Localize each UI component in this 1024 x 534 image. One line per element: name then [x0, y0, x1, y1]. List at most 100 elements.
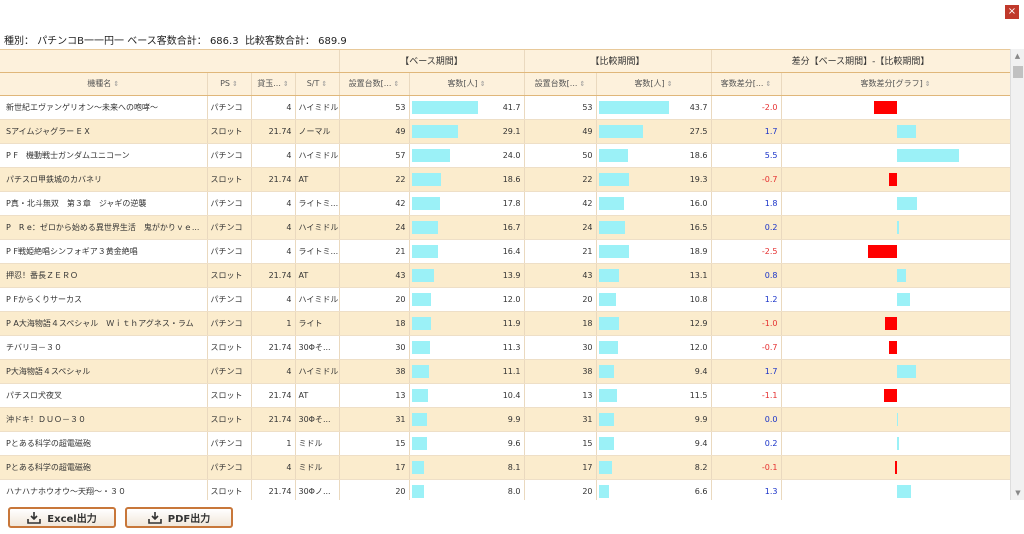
- cell-diff-graph: [781, 311, 1010, 336]
- customer-bar: [598, 100, 669, 114]
- cell-st: ハイミドル: [295, 287, 340, 312]
- cell-cmp-units: 21: [524, 239, 597, 264]
- customer-value: 9.4: [694, 438, 708, 448]
- customer-value: 24.0: [502, 150, 521, 160]
- cell-diff-graph: [781, 479, 1010, 500]
- cell-base-customers: 17.8: [409, 191, 525, 216]
- diff-bar: [896, 124, 916, 138]
- col-header-rate[interactable]: 貸玉... ⇕: [251, 72, 296, 96]
- cell-rate: 21.74: [251, 407, 296, 432]
- table-row[interactable]: P A大海物語４スペシャル Ｗｉｔｈアグネス・ラム パチンコ 1 ライト 18 11.9 1…: [0, 311, 1010, 336]
- table-row[interactable]: 新世紀エヴァンゲリオン～未来への咆哮～ パチンコ 4 ハイミドル 53 41.7 53 43.…: [0, 95, 1010, 120]
- cell-base-customers: 24.0: [409, 143, 525, 168]
- cell-cmp-units: 13: [524, 383, 597, 408]
- cell-rate: 21.74: [251, 335, 296, 360]
- cell-ps: パチンコ: [207, 191, 252, 216]
- customer-bar: [598, 196, 625, 210]
- base-total-label: ベース客数合計：: [127, 36, 207, 47]
- cell-diff-graph: [781, 167, 1010, 192]
- customer-bar: [411, 484, 425, 498]
- cell-base-units: 17: [339, 455, 410, 480]
- col-header-base-units[interactable]: 設置台数[... ⇕: [339, 72, 410, 96]
- scroll-down-icon[interactable]: ▼: [1015, 489, 1021, 497]
- cell-machine-name: 新世紀エヴァンゲリオン～未来への咆哮～: [0, 95, 208, 120]
- col-header-cmp-customers[interactable]: 客数[人] ⇕: [596, 72, 712, 96]
- sort-icon: ⇕: [579, 80, 586, 88]
- cell-st: ノーマル: [295, 119, 340, 144]
- col-header-ps[interactable]: PS ⇕: [207, 72, 252, 96]
- cell-diff: -1.0: [711, 311, 782, 336]
- table-row[interactable]: P真・北斗無双 第３章 ジャギの逆襲 パチンコ 4 ライトミ... 42 17.8 42 16…: [0, 191, 1010, 216]
- customer-value: 9.6: [507, 438, 521, 448]
- table-row[interactable]: 押忍！番長ＺＥＲＯ スロット 21.74 AT 43 13.9 43 13.1 0.8: [0, 263, 1010, 288]
- close-button[interactable]: ×: [1005, 5, 1019, 19]
- table-row[interactable]: P F戦姫絶唱シンフォギア３黄金絶唱 パチンコ 4 ライトミ... 21 16.4 21 18…: [0, 239, 1010, 264]
- cell-cmp-customers: 16.0: [596, 191, 712, 216]
- excel-export-button[interactable]: Excel出力: [8, 507, 116, 528]
- table-row[interactable]: Pとある科学の超電磁砲 パチンコ 1 ミドル 15 9.6 15 9.4 0.2: [0, 431, 1010, 456]
- col-header-diff[interactable]: 客数差分[... ⇕: [711, 72, 782, 96]
- diff-bar: [896, 268, 906, 282]
- cell-cmp-customers: 9.4: [596, 359, 712, 384]
- cell-rate: 21.74: [251, 383, 296, 408]
- pdf-export-button[interactable]: PDF出力: [125, 507, 233, 528]
- col-header-cmp-units[interactable]: 設置台数[... ⇕: [524, 72, 597, 96]
- customer-value: 19.3: [689, 174, 708, 184]
- cell-cmp-customers: 6.6: [596, 479, 712, 500]
- table-row[interactable]: 沖ドキ！ＤＵＯ－３０ スロット 21.74 30Φそ... 31 9.9 31 9.9 0.0: [0, 407, 1010, 432]
- customer-bar: [411, 388, 429, 402]
- cell-st: ライト: [295, 311, 340, 336]
- cell-st: 30Φそ...: [295, 407, 340, 432]
- cell-base-customers: 41.7: [409, 95, 525, 120]
- customer-bar: [598, 244, 629, 258]
- col-header-diff-graph[interactable]: 客数差分[グラフ] ⇕: [781, 72, 1010, 96]
- cell-ps: パチンコ: [207, 455, 252, 480]
- cell-rate: 4: [251, 359, 296, 384]
- customer-value: 18.6: [502, 174, 521, 184]
- table-row[interactable]: ハナハナホウオウ～天翔～・３０ スロット 21.74 30Φノ... 20 8.0 20 6.…: [0, 479, 1010, 500]
- table-row[interactable]: P Fからくりサーカス パチンコ 4 ハイミドル 20 12.0 20 10.8 1.2: [0, 287, 1010, 312]
- summary-line: 種別： パチンコB一一円一 ベース客数合計： 686.3 比較客数合計： 689…: [4, 32, 347, 47]
- sort-icon: ⇕: [924, 80, 931, 88]
- table-row[interactable]: Sアイムジャグラー E X スロット 21.74 ノーマル 49 29.1 49 27.5 1.…: [0, 119, 1010, 144]
- customer-value: 12.0: [689, 342, 708, 352]
- col-header-st[interactable]: S/T ⇕: [295, 72, 340, 96]
- table-row[interactable]: チバリヨ－３０ スロット 21.74 30Φそ... 30 11.3 30 12.0 -0.7: [0, 335, 1010, 360]
- table-row[interactable]: パチスロ甲鉄城のカバネリ スロット 21.74 AT 22 18.6 22 19.3 -0.7: [0, 167, 1010, 192]
- table-row[interactable]: P大海物語４スペシャル パチンコ 4 ハイミドル 38 11.1 38 9.4 1.7: [0, 359, 1010, 384]
- table-body: 新世紀エヴァンゲリオン～未来への咆哮～ パチンコ 4 ハイミドル 53 41.7 53 43.…: [0, 95, 1010, 500]
- cell-diff-graph: [781, 383, 1010, 408]
- download-icon: [27, 511, 42, 524]
- cell-cmp-customers: 10.8: [596, 287, 712, 312]
- cell-cmp-units: 20: [524, 479, 597, 500]
- cell-diff: 1.8: [711, 191, 782, 216]
- table-row[interactable]: P F 機動戦士ガンダムユニコーン パチンコ 4 ハイミドル 57 24.0 50 18.6 5…: [0, 143, 1010, 168]
- cell-ps: スロット: [207, 263, 252, 288]
- scroll-thumb[interactable]: [1013, 66, 1023, 78]
- cell-diff-graph: [781, 119, 1010, 144]
- customer-value: 9.9: [694, 414, 708, 424]
- scroll-up-icon[interactable]: ▲: [1014, 52, 1021, 60]
- vertical-scrollbar[interactable]: ▲ ▼: [1010, 49, 1024, 500]
- table-row[interactable]: パチスロ犬夜叉 スロット 21.74 AT 13 10.4 13 11.5 -1.1: [0, 383, 1010, 408]
- cell-base-units: 43: [339, 263, 410, 288]
- cell-machine-name: 押忍！番長ＺＥＲＯ: [0, 263, 208, 288]
- cell-cmp-customers: 12.9: [596, 311, 712, 336]
- col-header-name[interactable]: 機種名 ⇕: [0, 72, 208, 96]
- customer-value: 43.7: [689, 102, 708, 112]
- cell-base-units: 15: [339, 431, 410, 456]
- cell-st: ハイミドル: [295, 215, 340, 240]
- customer-value: 41.7: [502, 102, 521, 112]
- cell-cmp-customers: 18.9: [596, 239, 712, 264]
- customer-value: 6.6: [694, 486, 708, 496]
- table-row[interactable]: P R e：ゼロから始める異世界生活 鬼がかりｖｅ... パチンコ 4 ハイミドル 24…: [0, 215, 1010, 240]
- cell-cmp-customers: 8.2: [596, 455, 712, 480]
- customer-value: 16.5: [689, 222, 708, 232]
- customer-bar: [411, 460, 425, 474]
- diff-bar: [888, 340, 897, 354]
- cell-st: AT: [295, 383, 340, 408]
- cell-ps: スロット: [207, 167, 252, 192]
- cell-st: 30Φノ...: [295, 479, 340, 500]
- table-row[interactable]: Pとある科学の超電磁砲 パチンコ 4 ミドル 17 8.1 17 8.2 -0.1: [0, 455, 1010, 480]
- col-header-base-customers[interactable]: 客数[人] ⇕: [409, 72, 525, 96]
